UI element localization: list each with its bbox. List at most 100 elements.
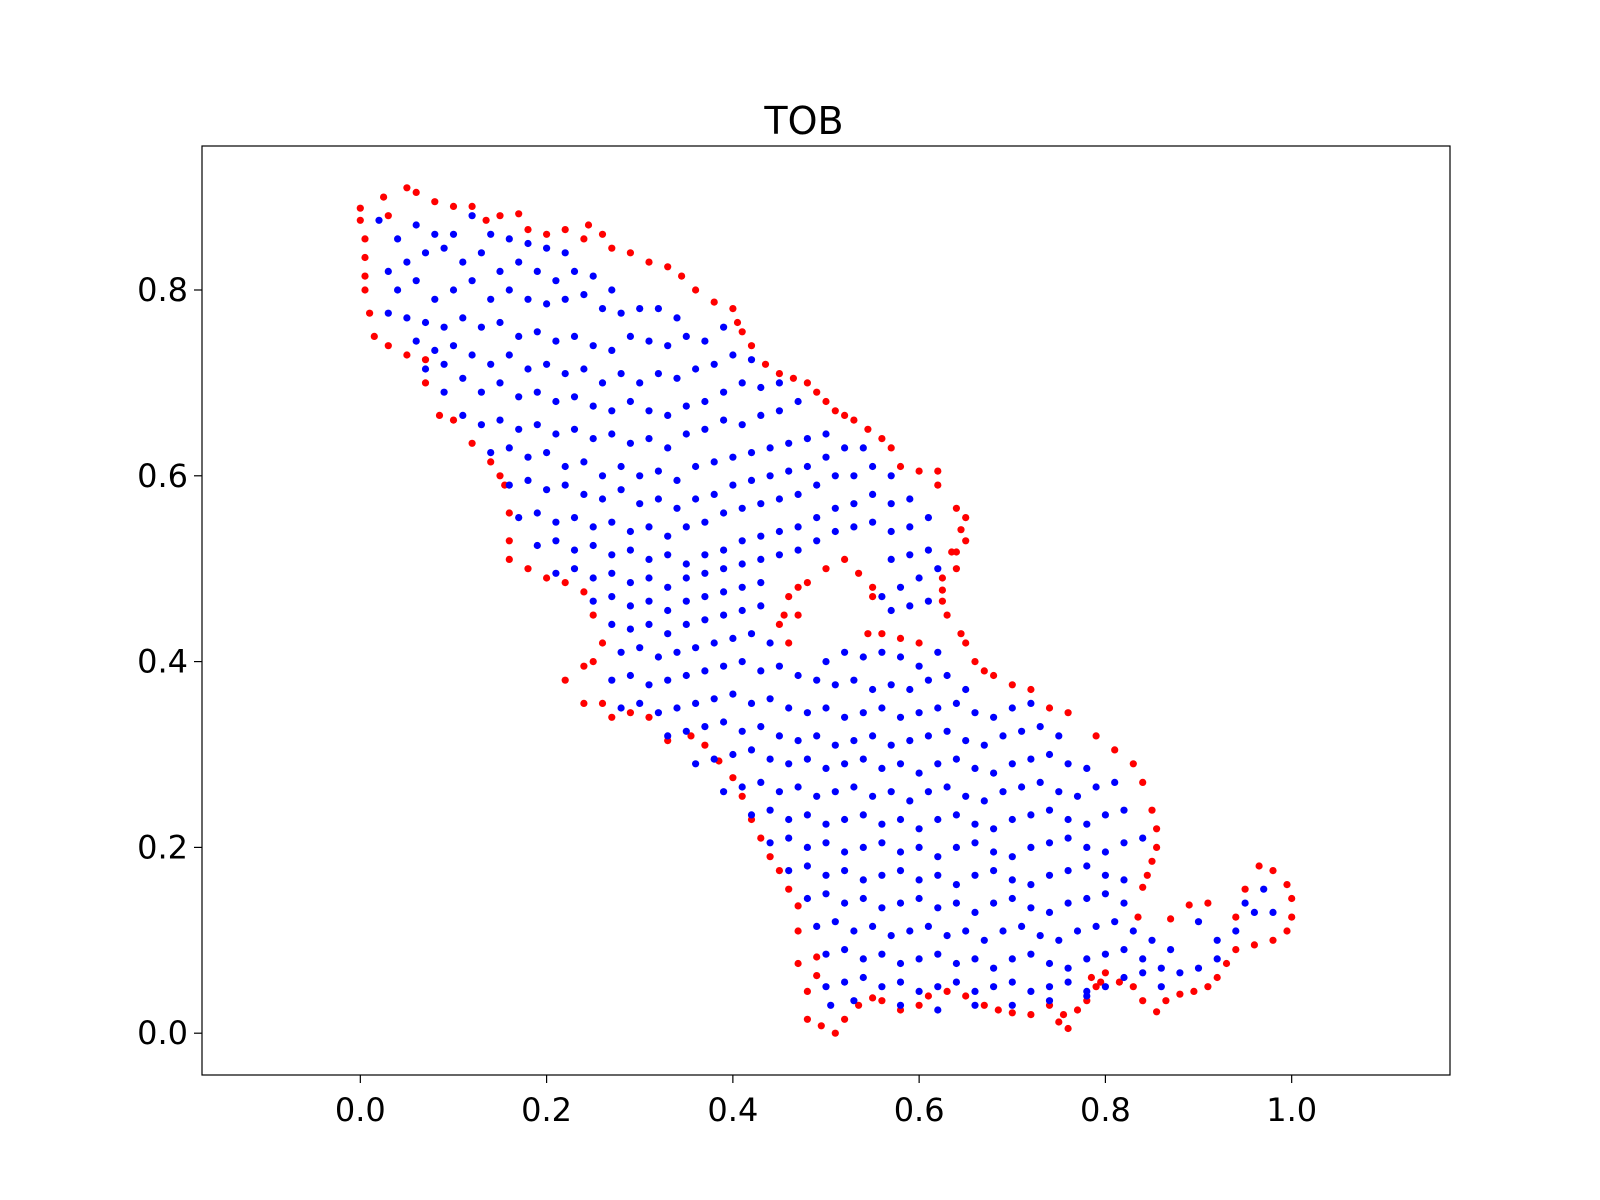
chart-title: TOB: [763, 99, 843, 143]
interior-point: [1008, 853, 1016, 861]
interior-point: [626, 671, 635, 680]
interior-point: [1018, 727, 1026, 735]
boundary-point: [1213, 973, 1221, 982]
interior-point: [990, 964, 998, 972]
interior-point: [785, 834, 793, 842]
boundary-point: [869, 583, 877, 591]
boundary-point: [361, 235, 369, 243]
interior-point: [859, 955, 867, 963]
boundary-point: [645, 713, 653, 721]
interior-point: [710, 360, 718, 368]
interior-point: [859, 811, 867, 819]
interior-point: [971, 1001, 979, 1009]
boundary-point: [878, 435, 886, 443]
boundary-point: [789, 374, 798, 382]
interior-point: [394, 235, 402, 243]
interior-point: [1008, 876, 1016, 884]
interior-point: [878, 648, 886, 656]
interior-point: [496, 318, 504, 327]
interior-point: [887, 472, 895, 480]
interior-point: [1120, 973, 1128, 982]
interior-point: [822, 764, 830, 773]
interior-point: [896, 815, 905, 824]
interior-point: [924, 676, 933, 684]
interior-point: [738, 658, 746, 666]
boundary-point: [361, 286, 369, 294]
boundary-point: [1027, 1011, 1035, 1019]
interior-point: [664, 583, 672, 591]
interior-point: [403, 258, 411, 266]
interior-point: [915, 955, 923, 963]
interior-point: [1036, 932, 1044, 940]
boundary-point: [1288, 894, 1296, 903]
interior-point: [990, 983, 998, 991]
interior-point: [1027, 811, 1035, 819]
boundary-point: [561, 226, 569, 234]
interior-point: [552, 337, 560, 345]
boundary-point: [589, 611, 597, 619]
interior-point: [924, 922, 933, 931]
interior-point: [626, 579, 635, 587]
boundary-point: [361, 253, 369, 262]
boundary-point: [831, 407, 839, 415]
boundary-point: [738, 328, 746, 336]
interior-point: [906, 495, 914, 503]
interior-point: [654, 370, 663, 378]
boundary-point: [608, 713, 616, 721]
interior-point: [841, 815, 849, 824]
interior-point: [1008, 704, 1016, 712]
boundary-point: [1204, 899, 1212, 907]
boundary-point: [1064, 709, 1072, 717]
interior-point: [1101, 950, 1109, 958]
interior-point: [757, 778, 765, 787]
interior-point: [1120, 899, 1128, 907]
interior-point: [766, 639, 774, 647]
interior-point: [1064, 978, 1072, 986]
interior-point: [971, 908, 979, 917]
interior-point: [934, 704, 942, 712]
interior-point: [654, 495, 663, 503]
interior-point: [990, 769, 998, 777]
boundary-point: [1176, 990, 1184, 998]
interior-point: [934, 950, 942, 958]
interior-point: [421, 249, 430, 257]
interior-point: [822, 704, 830, 712]
boundary-point: [380, 193, 388, 201]
interior-point: [943, 932, 951, 940]
interior-point: [570, 332, 579, 340]
boundary-point: [482, 216, 490, 224]
interior-point: [524, 239, 532, 248]
interior-point: [924, 788, 933, 796]
boundary-point: [803, 379, 812, 387]
interior-point: [1120, 806, 1128, 814]
interior-point: [710, 695, 718, 703]
boundary-point: [1064, 1024, 1072, 1033]
interior-point: [515, 332, 523, 340]
interior-point: [915, 894, 923, 903]
boundary-point: [948, 548, 956, 556]
boundary-point: [626, 709, 635, 717]
interior-point: [720, 662, 728, 670]
interior-point: [692, 365, 700, 373]
interior-point: [813, 537, 821, 545]
interior-point: [747, 811, 756, 819]
boundary-point: [449, 416, 458, 424]
interior-point: [589, 541, 597, 550]
x-tick-label: 0.2: [521, 1091, 572, 1129]
interior-point: [896, 959, 905, 968]
interior-point: [710, 458, 718, 466]
interior-point: [962, 927, 970, 935]
interior-point: [505, 351, 513, 359]
interior-point: [943, 727, 951, 735]
boundary-point: [878, 630, 886, 638]
interior-point: [617, 648, 625, 656]
interior-point: [403, 314, 411, 322]
interior-point: [1073, 792, 1082, 800]
interior-point: [747, 476, 756, 484]
interior-point: [1139, 834, 1147, 842]
interior-point: [999, 732, 1007, 740]
interior-point: [738, 583, 746, 591]
interior-point: [515, 258, 523, 266]
interior-point: [440, 360, 448, 368]
boundary-point: [962, 992, 970, 1000]
